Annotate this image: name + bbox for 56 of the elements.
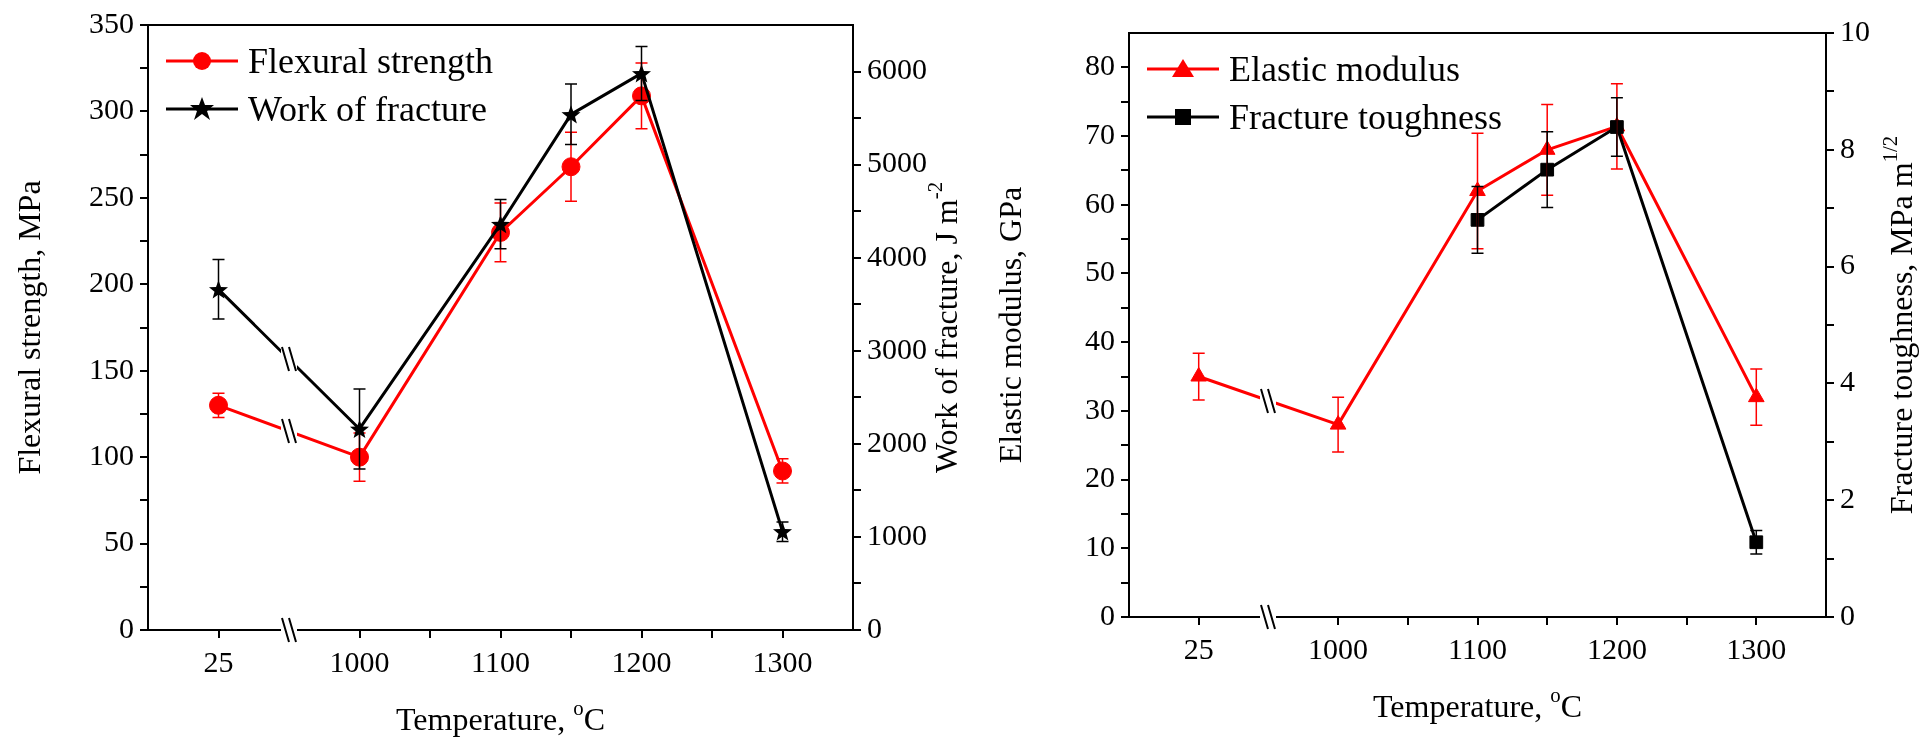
- x-tick-label: 1300: [1726, 631, 1787, 665]
- point: [1749, 535, 1764, 550]
- y-tick-label: 350: [89, 5, 134, 39]
- y2-tick-label: 8: [1840, 130, 1855, 164]
- point: [631, 64, 652, 83]
- y2-axis-title: Fracture toughness, MPa m1/2: [1877, 135, 1920, 515]
- y-axis-title: Flexural strength, MPa: [11, 180, 48, 475]
- y-tick-label: 20: [1085, 460, 1115, 494]
- y-tick-label: 250: [89, 178, 134, 212]
- legend-label: Work of fracture: [248, 88, 487, 130]
- y-tick-label: 50: [104, 524, 134, 558]
- y2-tick-label: 6000: [867, 52, 927, 86]
- y-tick-label: 60: [1085, 185, 1115, 219]
- y-tick-label: 150: [89, 351, 134, 385]
- y2-tick-label: 3000: [867, 331, 927, 365]
- point: [1470, 213, 1485, 227]
- point: [1748, 387, 1765, 403]
- point: [209, 395, 228, 415]
- y2-tick-label: 1000: [867, 517, 927, 551]
- y2-tick-label: 2: [1840, 481, 1855, 515]
- y-tick-label: 300: [89, 92, 134, 126]
- point: [1540, 162, 1555, 177]
- y-tick-label: 70: [1085, 116, 1115, 150]
- x-tick-label: 1100: [471, 644, 530, 678]
- y-tick-label: 100: [89, 438, 134, 472]
- x-tick-label: 1000: [1308, 631, 1369, 665]
- x-tick-label: 25: [203, 644, 234, 678]
- x-tick-label: 1000: [329, 644, 390, 678]
- x-tick-label: 1200: [1586, 631, 1647, 665]
- y-tick-label: 80: [1085, 48, 1115, 82]
- y-tick-label: 50: [1085, 254, 1115, 288]
- y2-tick-label: 6: [1840, 247, 1855, 281]
- y2-tick-label: 10: [1840, 13, 1870, 47]
- x-tick-label: 1100: [1448, 631, 1507, 665]
- legend-label: Fracture toughness: [1229, 96, 1502, 138]
- x-tick-label: 1300: [752, 644, 813, 678]
- y-tick-label: 0: [119, 610, 134, 644]
- legend-label: Elastic modulus: [1229, 48, 1460, 90]
- y-tick-label: 10: [1085, 529, 1115, 563]
- y2-tick-label: 0: [1840, 597, 1855, 631]
- y-tick-label: 0: [1100, 597, 1115, 631]
- point: [1190, 367, 1207, 382]
- y-axis-title: Elastic modulus, GPa: [992, 186, 1029, 464]
- y2-tick-label: 0: [867, 610, 882, 644]
- y2-tick-label: 4000: [867, 238, 927, 272]
- x-tick-label: 1200: [611, 644, 672, 678]
- y-tick-label: 200: [89, 265, 134, 299]
- y2-tick-label: 4: [1840, 364, 1855, 398]
- point: [350, 447, 369, 467]
- legend-label: Flexural strength: [248, 40, 493, 82]
- point: [208, 280, 229, 299]
- y-tick-label: 40: [1085, 323, 1115, 357]
- point: [1610, 120, 1624, 134]
- y2-tick-label: 5000: [867, 145, 927, 179]
- x-tick-label: 25: [1183, 631, 1214, 665]
- y-tick-label: 30: [1085, 391, 1115, 425]
